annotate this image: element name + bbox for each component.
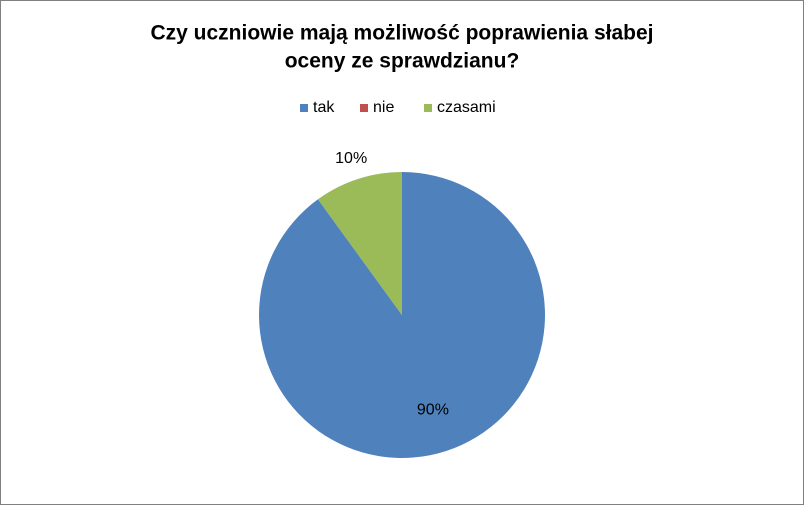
chart-title: oceny ze sprawdzianu? bbox=[285, 50, 520, 73]
legend-swatch bbox=[300, 104, 308, 112]
legend-swatch bbox=[360, 104, 368, 112]
legend-label: nie bbox=[373, 99, 394, 116]
legend-label: tak bbox=[313, 99, 335, 116]
data-label: 10% bbox=[335, 150, 367, 167]
chart-title: Czy uczniowie mają możliwość poprawienia… bbox=[151, 22, 654, 45]
legend-label: czasami bbox=[437, 99, 496, 116]
pie-slice bbox=[317, 172, 402, 315]
data-label: 90% bbox=[417, 401, 449, 418]
legend-swatch bbox=[424, 104, 432, 112]
